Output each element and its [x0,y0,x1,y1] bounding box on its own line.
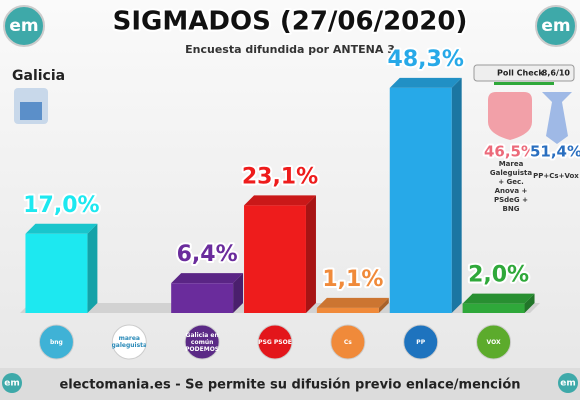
party-logo-text-box: marea galeguista [112,335,147,349]
party-logo [38,324,74,360]
bar-top [25,223,98,234]
chart-subtitle: Encuesta difundida por ANTENA 3 [185,43,395,56]
bar [25,233,88,313]
value-label: 23,1% [242,164,318,189]
bloc-caption-box: Marea Galeguista + Gec. Anova + PSdeG + … [489,160,533,213]
chart-title: SIGMADOS (27/06/2020) [113,7,468,37]
bar-top [316,297,389,308]
poll-check-bar [494,82,554,85]
value-label: 6,4% [177,242,238,267]
bar [316,307,379,313]
brand-logo [535,5,577,47]
bar-top [244,195,316,206]
value-label: 17,0% [23,193,99,218]
party-logo-text-box: VOX [486,338,501,346]
brand-text: em [560,379,575,389]
footer: electomania.es - Se permite su difusión … [59,378,520,393]
bloc-caption: PP+Cs+Vox [533,172,579,180]
brand-text: em [9,16,38,36]
bloc-value: 51,4% [530,143,580,161]
party-logo-text-box: PSG PSOE [258,338,292,346]
party-logo-text-box: PP [416,338,426,346]
bar-side [524,293,535,313]
x-tick-label: VOX [486,338,501,346]
brand-text: em [4,379,19,389]
bar-top [171,273,244,284]
bar [462,303,525,313]
bar-side [451,77,462,313]
party-logo [184,324,220,360]
ballot-box [20,102,42,120]
value-label: 2,0% [468,263,529,288]
x-tick-label: Cs [343,338,352,346]
party-logo [111,324,147,360]
party-logo [476,324,512,360]
tie-icon [542,92,572,144]
x-tick-label: marea galeguista [112,335,147,349]
x-tick-label: PSG PSOE [258,338,292,346]
party-logo [403,324,439,360]
bloc-caption: Marea Galeguista + Gec. Anova + PSdeG + … [489,160,533,213]
brand-text: em [541,16,570,36]
footer-band [0,368,580,400]
bloc-value: 46,5% [484,143,536,161]
poll-check-box [473,64,575,82]
party-logo-text-box: bng [49,338,63,346]
bar-side [233,273,244,313]
bar-top [389,77,462,88]
x-tick-label: bng [49,338,63,346]
bar [171,283,234,313]
poll-check-label: Poll Check [497,69,544,78]
brand-logo [2,373,22,393]
value-label: 48,3% [388,47,464,72]
bar [244,205,306,313]
x-tick-label: Galicia en común PODEMOS [185,331,220,353]
party-logo-text-box: Cs [343,338,352,346]
brand-logo [558,373,578,393]
bar-side [305,195,316,313]
value-label: 1,1% [322,267,383,292]
poll-check-score: 8,6/10 [542,69,571,78]
party-logo [330,324,366,360]
region: Galicia [12,68,65,84]
bar-side [87,223,98,313]
bar [389,87,452,313]
bar-top [462,293,535,304]
party-logo-text-box: Galicia en común PODEMOS [185,331,220,353]
party-logo [257,324,293,360]
brand-logo [3,5,45,47]
x-tick-label: PP [416,338,426,346]
fist-icon [488,92,532,140]
bar-side [378,297,389,313]
